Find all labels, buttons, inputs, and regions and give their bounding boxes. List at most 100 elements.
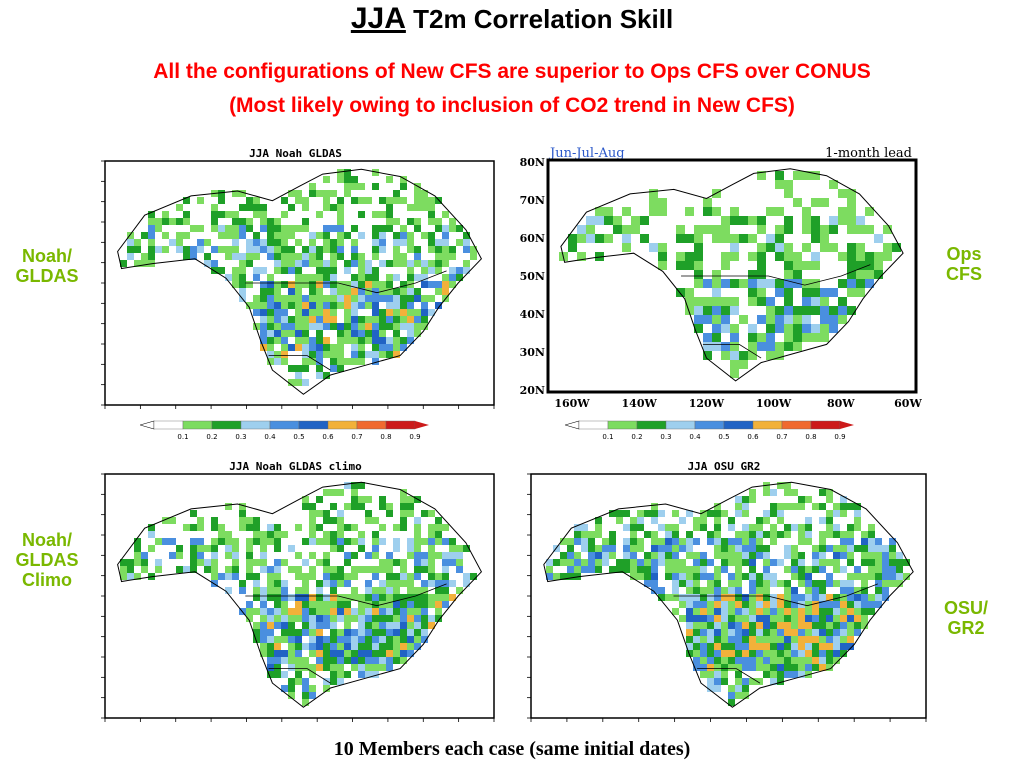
label-noah-gldas-climo: Noah/ GLDAS Climo [6,530,88,590]
colorbar-swatch [810,420,841,430]
lat-tick-label: 50N [520,270,545,283]
map-noah-gldas-climo [101,473,495,722]
label-line: GLDAS [15,266,79,286]
subtitle-line-1: All the configurations of New CFS are su… [153,60,871,83]
label-line: Noah/ [21,246,72,266]
colorbar-tick-label: 0.1 [602,433,613,441]
label-line: CFS [946,264,982,284]
skill-grid [559,171,901,378]
colorbar-swatch [269,420,300,430]
panel-title: JJA Noah GLDAS climo [229,460,362,473]
lat-tick-label: 60N [520,232,545,245]
lon-tick-label: 120W [689,397,725,410]
colorbar-swatch [298,420,329,430]
colorbar-swatch [723,420,754,430]
panel-title: JJA OSU GR2 [687,460,761,473]
map-panel-noah-gldas-climo: JJA Noah GLDAS climo [88,458,503,726]
label-noah-gldas: Noah/ GLDAS [6,246,88,286]
longitude-ticks: 160W 140W 120W 100W 80W 60W [554,397,922,410]
map-panel-noah-gldas: JJA Noah GLDAS [88,145,503,413]
colorbar-left: 0.1 0.2 0.3 0.4 0.5 0.6 0.7 0.8 0.9 [140,420,429,441]
colorbar-low-arrow [565,420,580,430]
colorbar-swatch [153,420,184,430]
map-panel-osu-gr2: JJA OSU GR2 [514,458,934,726]
colorbar-tick-label: 0.3 [235,433,246,441]
map-panel-ops-cfs: Jun-Jul-Aug 1-month lead 80N 70N 60N 50N 40N… [516,143,932,415]
colorbar-swatch [327,420,358,430]
colorbar-tick-label: 0.5 [718,433,729,441]
colorbar-tick-label: 0.4 [689,433,701,441]
map-ops-cfs: Jun-Jul-Aug 1-month lead 80N 70N 60N 50N 40N… [520,146,923,410]
colorbar-tick-label: 0.2 [206,433,217,441]
colorbar-tick-label: 0.6 [747,433,759,441]
colorbar-swatch [211,420,242,430]
coastline [117,168,483,395]
label-line: Ops [946,244,982,264]
coastline [117,481,483,708]
colorbar-right: 0.1 0.2 0.3 0.4 0.5 0.6 0.7 0.8 0.9 [565,420,854,441]
colorbar-tick-label: 0.2 [631,433,642,441]
colorbar-swatch [356,420,387,430]
label-line: GR2 [947,618,985,638]
colorbar-swatch [240,420,271,430]
lon-tick-label: 60W [894,397,922,410]
lat-tick-label: 40N [520,308,545,321]
axis-labels [101,160,495,409]
lon-tick-label: 140W [622,397,658,410]
map-osu-gr2 [527,473,927,722]
colorbar-swatch [694,420,725,430]
colorbar-tick-label: 0.5 [293,433,304,441]
page-title: JJA T2m Correlation Skill [0,2,1024,36]
lon-tick-label: 160W [554,397,590,410]
colorbar-high-arrow [415,421,429,429]
colorbar-tick-label: 0.8 [380,433,391,441]
skill-grid [120,169,477,386]
colorbar-tick-label: 0.9 [409,433,420,441]
label-ops-cfs: Ops CFS [928,244,1000,284]
footer-note: 10 Members each case (same initial dates… [333,738,691,760]
lat-tick-label: 20N [520,384,545,397]
label-osu-gr2: OSU/ GR2 [930,598,1002,638]
colorbar-tick-label: 0.4 [264,433,276,441]
colorbar-tick-label: 0.1 [177,433,188,441]
colorbar-swatch [665,420,696,430]
colorbar-swatch [578,420,609,430]
map-noah-gldas [101,160,495,409]
latitude-ticks: 80N 70N 60N 50N 40N 30N 20N [520,156,545,397]
title-season: JJA [350,2,406,35]
axis-labels [101,473,495,722]
colorbar-low-arrow [140,420,155,430]
colorbar-swatch [781,420,812,430]
colorbar-swatch [607,420,638,430]
colorbar-tick-label: 0.7 [351,433,362,441]
panel-title: JJA Noah GLDAS [249,147,342,160]
colorbar-tick-label: 0.8 [805,433,816,441]
colorbar-swatch [385,420,416,430]
colorbar-tick-label: 0.9 [834,433,845,441]
colorbar-tick-label: 0.6 [322,433,334,441]
lon-tick-label: 100W [756,397,792,410]
lat-tick-label: 80N [520,156,545,169]
lon-tick-label: 80W [827,397,855,410]
colorbar-swatch [636,420,667,430]
lat-tick-label: 70N [520,194,545,207]
skill-grid [546,482,910,706]
colorbar-high-arrow [840,421,854,429]
label-line: GLDAS [15,550,79,570]
colorbar-swatch [182,420,213,430]
axis-labels [527,473,927,722]
subtitle-line-2: (Most likely owing to inclusion of CO2 t… [229,94,795,117]
label-line: Climo [21,570,72,590]
lat-tick-label: 30N [520,346,545,359]
season-label: Jun-Jul-Aug [548,146,625,161]
skill-grid [120,482,477,706]
coastline [560,168,904,382]
title-rest: T2m Correlation Skill [405,4,674,34]
colorbar-tick-label: 0.7 [776,433,787,441]
lead-label: 1-month lead [825,146,912,161]
label-line: OSU/ [943,598,988,618]
coastline [543,481,914,708]
colorbar-swatch [752,420,783,430]
colorbar-tick-label: 0.3 [660,433,671,441]
label-line: Noah/ [21,530,72,550]
